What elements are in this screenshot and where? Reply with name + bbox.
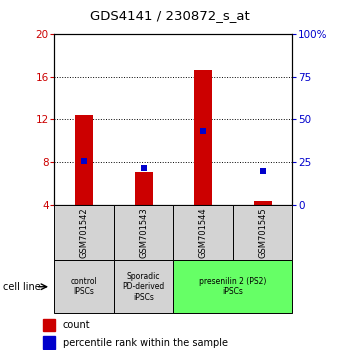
- Bar: [54, 205, 114, 260]
- Bar: [173, 205, 233, 260]
- Bar: [75, 115, 93, 205]
- Text: GSM701544: GSM701544: [199, 207, 208, 258]
- Text: GSM701543: GSM701543: [139, 207, 148, 258]
- Bar: [114, 260, 173, 313]
- Text: GSM701542: GSM701542: [80, 207, 89, 258]
- Bar: [233, 205, 292, 260]
- Text: count: count: [63, 320, 90, 330]
- Bar: [173, 260, 292, 313]
- Bar: [54, 260, 114, 313]
- Text: presenilin 2 (PS2)
iPSCs: presenilin 2 (PS2) iPSCs: [199, 277, 267, 296]
- Bar: [42, 319, 55, 331]
- Bar: [254, 201, 272, 205]
- Text: percentile rank within the sample: percentile rank within the sample: [63, 338, 228, 348]
- Bar: [194, 70, 212, 205]
- Text: Sporadic
PD-derived
iPSCs: Sporadic PD-derived iPSCs: [122, 272, 165, 302]
- Text: control
IPSCs: control IPSCs: [71, 277, 98, 296]
- Bar: [114, 205, 173, 260]
- Text: GSM701545: GSM701545: [258, 207, 267, 258]
- Text: GDS4141 / 230872_s_at: GDS4141 / 230872_s_at: [90, 10, 250, 22]
- Bar: [42, 336, 55, 349]
- Text: cell line: cell line: [3, 282, 41, 292]
- Bar: [135, 172, 153, 205]
